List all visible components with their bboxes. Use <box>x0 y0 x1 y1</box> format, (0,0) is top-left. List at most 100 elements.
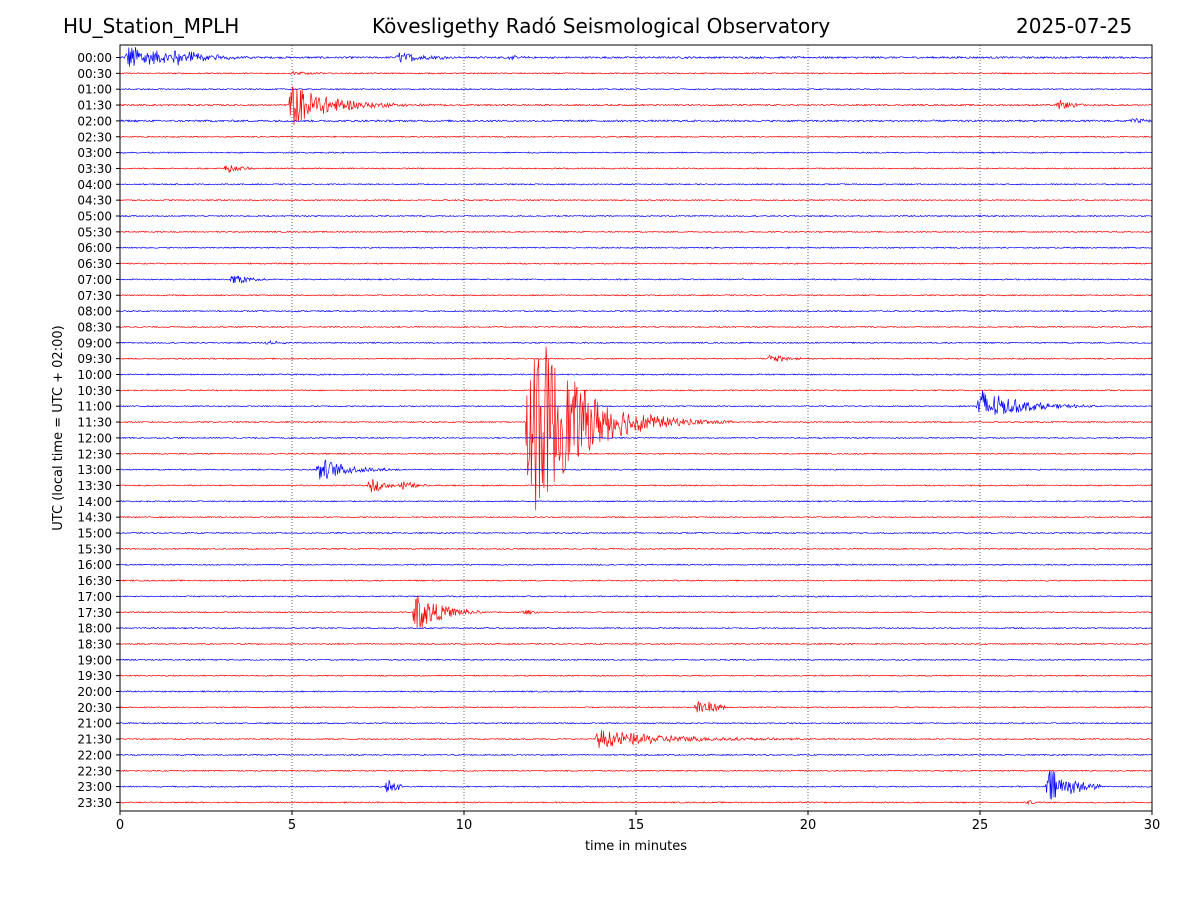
trace-row <box>120 459 1152 480</box>
row-time-label: 23:30 <box>77 796 112 810</box>
row-time-label: 04:30 <box>77 194 112 208</box>
trace-row <box>120 674 1152 677</box>
row-time-label: 18:00 <box>77 622 112 636</box>
row-time-label: 22:30 <box>77 764 112 778</box>
row-time-label: 11:00 <box>77 400 112 414</box>
row-time-label: 23:00 <box>77 780 112 794</box>
row-time-label: 02:00 <box>77 114 112 128</box>
row-time-label: 04:00 <box>77 178 112 192</box>
row-time-label: 15:00 <box>77 527 112 541</box>
trace-row <box>120 642 1152 646</box>
trace-row <box>120 346 1152 511</box>
trace-row <box>120 563 1152 566</box>
y-axis-label: UTC (local time = UTC + 02:00) <box>51 325 66 530</box>
row-time-label: 06:00 <box>77 241 112 255</box>
row-time-label: 20:30 <box>77 701 112 715</box>
trace-row <box>120 151 1152 154</box>
trace-row <box>120 246 1152 249</box>
row-time-label: 16:00 <box>77 558 112 572</box>
row-time-label: 09:30 <box>77 352 112 366</box>
trace-row <box>120 390 1152 415</box>
trace-group <box>120 47 1152 806</box>
x-tick-label: 0 <box>116 818 124 833</box>
trace-row <box>120 690 1152 693</box>
trace-row <box>120 135 1152 138</box>
trace-row <box>120 436 1152 440</box>
date-label: 2025-07-25 <box>1016 14 1133 38</box>
row-time-label: 20:00 <box>77 685 112 699</box>
trace-row <box>120 595 1152 598</box>
row-time-label: 19:00 <box>77 653 112 667</box>
trace-row <box>120 70 1152 76</box>
row-time-label: 08:00 <box>77 305 112 319</box>
trace-row <box>120 658 1152 662</box>
trace-row <box>120 547 1152 551</box>
row-time-label: 22:00 <box>77 748 112 762</box>
trace-row <box>120 721 1152 725</box>
row-time-label: 09:00 <box>77 336 112 350</box>
trace-row <box>120 452 1152 455</box>
row-time-label: 00:30 <box>77 67 112 81</box>
row-time-label: 13:00 <box>77 463 112 477</box>
row-time-label: 01:00 <box>77 83 112 97</box>
row-time-label: 07:30 <box>77 289 112 303</box>
x-tick-label: 5 <box>288 818 296 833</box>
trace-row <box>120 47 1152 67</box>
trace-row <box>120 214 1152 218</box>
observatory-title: Kövesligethy Radó Seismological Observat… <box>372 14 831 38</box>
row-time-label: 08:30 <box>77 320 112 334</box>
trace-row <box>120 198 1152 202</box>
trace-row <box>120 479 1152 493</box>
trace-row <box>120 579 1152 582</box>
row-time-label: 11:30 <box>77 416 112 430</box>
trace-row <box>120 354 1152 362</box>
x-tick-label: 30 <box>1144 818 1161 833</box>
row-time-label: 03:30 <box>77 162 112 176</box>
trace-row <box>120 800 1152 806</box>
row-time-label: 10:30 <box>77 384 112 398</box>
x-tick-label: 25 <box>972 818 989 833</box>
trace-row <box>120 730 1152 749</box>
row-time-label: 12:30 <box>77 447 112 461</box>
row-time-label: 05:00 <box>77 210 112 224</box>
x-tick-label: 10 <box>456 818 473 833</box>
row-time-label: 17:00 <box>77 590 112 604</box>
row-time-label: 01:30 <box>77 99 112 113</box>
x-tick-label: 20 <box>800 818 817 833</box>
trace-row <box>120 165 1152 173</box>
trace-row <box>120 309 1152 313</box>
trace-row <box>120 230 1152 234</box>
grid-lines <box>291 45 981 811</box>
row-time-label: 02:30 <box>77 130 112 144</box>
station-name: HU_Station_MPLH <box>63 14 240 38</box>
row-time-label: 10:00 <box>77 368 112 382</box>
trace-row <box>120 769 1152 772</box>
trace-row <box>120 770 1152 800</box>
trace-row <box>120 515 1152 519</box>
row-time-label: 21:00 <box>77 717 112 731</box>
trace-row <box>120 753 1152 757</box>
row-time-label: 03:00 <box>77 146 112 160</box>
trace-row <box>120 86 1152 126</box>
trace-row <box>120 389 1152 392</box>
trace-row <box>120 531 1152 535</box>
row-time-label: 18:30 <box>77 637 112 651</box>
trace-row <box>120 325 1152 329</box>
row-time-label: 06:30 <box>77 257 112 271</box>
trace-row <box>120 294 1152 297</box>
trace-row <box>120 183 1152 186</box>
row-time-label: 13:30 <box>77 479 112 493</box>
row-time-label: 21:30 <box>77 733 112 747</box>
trace-row <box>120 117 1152 124</box>
trace-row <box>120 595 1152 628</box>
trace-row <box>120 87 1152 91</box>
row-time-label: 15:30 <box>77 542 112 556</box>
trace-row <box>120 500 1152 503</box>
trace-row <box>120 373 1152 376</box>
row-time-label: 07:00 <box>77 273 112 287</box>
row-time-label: 05:30 <box>77 225 112 239</box>
trace-row <box>120 275 1152 284</box>
trace-row <box>120 626 1152 630</box>
